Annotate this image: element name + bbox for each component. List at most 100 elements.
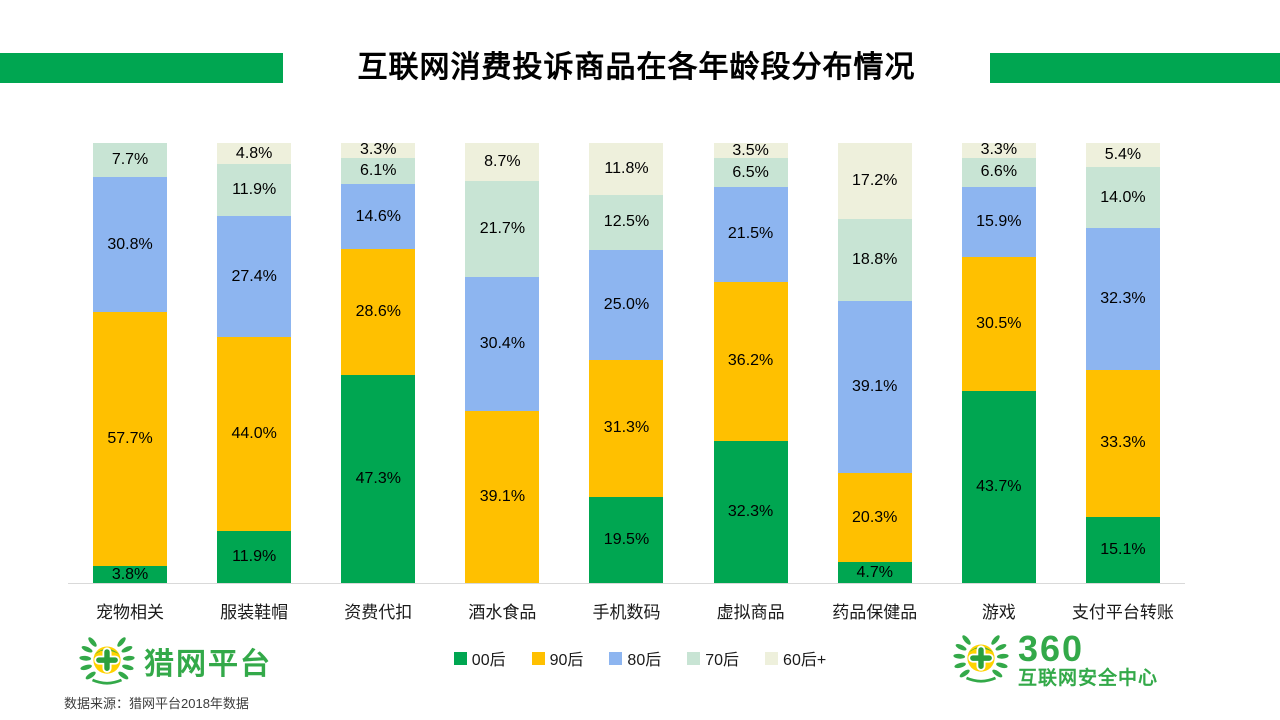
segment-value-label: 39.1%	[479, 487, 526, 505]
legend-swatch-icon	[453, 651, 467, 665]
segment-value-label: 30.4%	[479, 334, 526, 352]
bar-segment-60后+: 4.8%	[217, 143, 292, 165]
bar-segment-80后: 14.6%	[341, 184, 416, 249]
bar-segment-90后: 39.1%	[465, 410, 540, 583]
segment-value-label: 20.3%	[852, 508, 898, 526]
legend-label: 00后	[471, 652, 506, 669]
bar-segment-60后+: 3.5%	[713, 141, 788, 159]
segment-value-label: 4.7%	[856, 563, 893, 581]
stacked-bar-支付平台转账: 5.4% 14.0% 32.3% 33.3% 15.1%	[1085, 143, 1160, 583]
legend-swatch-icon	[531, 651, 545, 665]
bar-segment-80后: 15.9%	[961, 186, 1036, 257]
segment-value-label: 5.4%	[1104, 145, 1142, 163]
bar-segment-00后: 11.9%	[217, 530, 292, 583]
bar-segment-00后: 47.3%	[341, 374, 416, 583]
stacked-bar-虚拟商品: 3.5% 6.5% 21.5% 36.2% 32.3%	[713, 141, 788, 583]
legend-label: 90后	[549, 652, 584, 669]
bar-segment-70后: 6.5%	[713, 158, 788, 187]
category-label: 酒水食品	[468, 603, 537, 622]
segment-value-label: 11.9%	[232, 547, 277, 565]
bar-segment-00后: 19.5%	[589, 497, 664, 583]
category-label: 手机数码	[592, 603, 661, 622]
360-brand-text: 360	[1018, 627, 1085, 669]
bar-segment-00后: 3.8%	[93, 565, 168, 583]
bar-segment-80后: 30.8%	[93, 176, 168, 313]
segment-value-label: 7.7%	[111, 150, 149, 168]
bar-segment-90后: 20.3%	[837, 473, 912, 563]
legend-item-60后+: 60后+	[765, 646, 826, 670]
segment-value-label: 32.3%	[1100, 290, 1146, 308]
segment-value-label: 3.3%	[980, 141, 1018, 159]
stacked-bar-酒水食品: 8.7% 21.7% 30.4% 39.1%	[465, 143, 540, 583]
bar-segment-00后: 15.1%	[1085, 516, 1160, 583]
segment-value-label: 32.3%	[727, 502, 774, 520]
bar-segment-70后: 7.7%	[93, 143, 168, 177]
category-label: 宠物相关	[96, 603, 165, 622]
category-label: 游戏	[981, 603, 1016, 622]
stacked-bar-宠物相关: 7.7% 30.8% 57.7% 3.8%	[93, 143, 168, 583]
laurel-wreath-icon	[953, 635, 1009, 683]
bar-segment-60后+: 8.7%	[465, 143, 540, 182]
segment-value-label: 11.8%	[604, 159, 649, 177]
stacked-bar-服装鞋帽: 4.8% 11.9% 27.4% 44.0% 11.9%	[217, 143, 292, 583]
bar-column: 4.8% 11.9% 27.4% 44.0% 11.9%	[192, 143, 316, 583]
bar-segment-70后: 6.6%	[961, 157, 1036, 187]
360-logo: 360 互联网安全中心	[952, 630, 1158, 688]
legend-label: 70后	[705, 652, 740, 669]
segment-value-label: 6.6%	[980, 163, 1018, 181]
category-label: 虚拟商品	[716, 603, 785, 622]
legend-label: 60后+	[783, 652, 827, 669]
liewang-logo-text: 猎网平台	[144, 648, 272, 681]
legend-item-80后: 80后	[609, 646, 661, 670]
segment-value-label: 17.2%	[852, 171, 898, 189]
bar-segment-60后+: 3.3%	[341, 142, 416, 158]
legend-swatch-icon	[687, 651, 701, 665]
stacked-bar-资费代扣: 3.3% 6.1% 14.6% 28.6% 47.3%	[341, 142, 416, 583]
segment-value-label: 15.9%	[976, 212, 1022, 230]
bar-segment-70后: 21.7%	[465, 181, 540, 277]
category-label: 支付平台转账	[1071, 603, 1174, 622]
stacked-bar-手机数码: 11.8% 12.5% 25.0% 31.3% 19.5%	[589, 143, 664, 583]
page-title: 互联网消费投诉商品在各年龄段分布情况	[357, 51, 916, 84]
bar-segment-60后+: 17.2%	[837, 143, 912, 219]
segment-value-label: 25.0%	[603, 295, 650, 313]
bar-segment-90后: 30.5%	[961, 256, 1036, 391]
bar-segment-80后: 39.1%	[837, 301, 912, 474]
bar-segment-90后: 44.0%	[217, 337, 292, 531]
legend-swatch-icon	[765, 651, 779, 665]
segment-value-label: 19.5%	[603, 531, 650, 549]
bar-segment-80后: 21.5%	[713, 186, 788, 282]
bar-column: 3.3% 6.6% 15.9% 30.5% 43.7%	[937, 141, 1061, 583]
segment-value-label: 21.7%	[479, 220, 526, 238]
segment-value-label: 44.0%	[231, 424, 277, 442]
bar-segment-60后+: 3.3%	[961, 141, 1036, 159]
stacked-bar-chart: 7.7% 30.8% 57.7% 3.8% 4.8% 11.9% 27.4% 44.0% 11.…	[68, 141, 1185, 583]
legend-swatch-icon	[609, 651, 623, 665]
segment-value-label: 57.7%	[107, 430, 153, 448]
segment-value-label: 3.8%	[111, 565, 149, 583]
legend-label: 80后	[627, 652, 662, 669]
segment-value-label: 30.5%	[976, 314, 1022, 332]
bar-column: 5.4% 14.0% 32.3% 33.3% 15.1%	[1061, 143, 1185, 583]
segment-value-label: 3.5%	[732, 141, 769, 159]
stacked-bar-药品保健品: 17.2% 18.8% 39.1% 20.3% 4.7%	[837, 143, 912, 583]
title-decor-bar-left	[0, 53, 283, 83]
bar-segment-80后: 25.0%	[589, 249, 664, 360]
bar-segment-70后: 18.8%	[837, 218, 912, 302]
segment-value-label: 30.8%	[107, 235, 153, 253]
bar-segment-70后: 12.5%	[589, 194, 664, 250]
bar-column: 7.7% 30.8% 57.7% 3.8%	[68, 143, 192, 583]
segment-value-label: 27.4%	[231, 267, 277, 285]
segment-value-label: 14.0%	[1100, 188, 1146, 206]
legend-item-00后: 00后	[453, 646, 506, 670]
bar-segment-80后: 27.4%	[217, 216, 292, 338]
segment-value-label: 39.1%	[852, 378, 898, 396]
segment-value-label: 8.7%	[484, 153, 521, 171]
bar-column: 8.7% 21.7% 30.4% 39.1%	[440, 143, 564, 583]
laurel-wreath-icon	[79, 637, 135, 685]
legend-item-70后: 70后	[687, 646, 739, 670]
stacked-bar-游戏: 3.3% 6.6% 15.9% 30.5% 43.7%	[961, 141, 1036, 583]
segment-value-label: 4.8%	[235, 144, 273, 162]
bar-segment-00后: 4.7%	[837, 562, 912, 583]
